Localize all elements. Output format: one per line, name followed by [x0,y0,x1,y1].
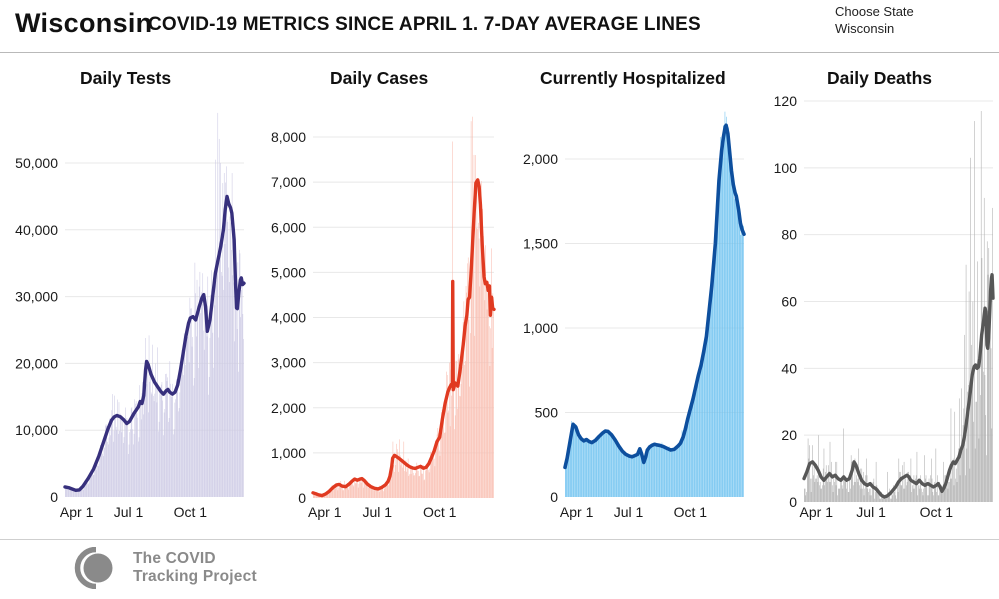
daily-tests-chart: 0 10,000 20,000 30,000 40,000 50,000 Apr 1 Jul … [15,112,246,520]
svg-text:1,000: 1,000 [271,445,306,461]
svg-text:8,000: 8,000 [271,129,306,145]
svg-text:0: 0 [50,489,58,505]
covid-tracking-logo-icon [74,547,113,589]
svg-text:80: 80 [781,227,797,243]
svg-text:1,000: 1,000 [523,320,558,336]
charts-row: Daily Tests 0 10,000 20,000 30,000 40,000 50,… [0,53,999,531]
svg-text:6,000: 6,000 [271,219,306,235]
svg-text:Jul 1: Jul 1 [114,504,144,520]
page-title-state: Wisconsin [15,8,153,38]
svg-text:Apr 1: Apr 1 [560,504,594,520]
chart-currently-hospitalized: Currently Hospitalized 0 500 1,000 1,500 2,0… [500,53,750,531]
svg-text:2,000: 2,000 [271,400,306,416]
footer-logo: The COVID Tracking Project [60,547,257,589]
svg-text:Oct 1: Oct 1 [674,504,708,520]
svg-text:2,000: 2,000 [523,151,558,167]
svg-text:5,000: 5,000 [271,264,306,280]
svg-text:Apr 1: Apr 1 [308,504,342,520]
page-subtitle: COVID-19 METRICS SINCE APRIL 1. 7-DAY AV… [148,14,701,35]
chart-title: Daily Deaths [827,68,933,88]
logo-line1: The COVID [133,550,216,568]
chart-daily-cases: Daily Cases 0 1,000 2,000 3,000 4,000 5,000 6,… [250,53,500,531]
daily-cases-chart: 0 1,000 2,000 3,000 4,000 5,000 6,000 7,000 8,00… [271,116,496,520]
chart-title: Daily Cases [330,68,429,88]
chart-title: Currently Hospitalized [540,68,726,88]
svg-text:Apr 1: Apr 1 [60,504,94,520]
svg-text:20,000: 20,000 [15,355,58,371]
svg-text:100: 100 [774,160,798,176]
svg-text:Oct 1: Oct 1 [920,504,954,520]
daily-deaths-chart: 0 20 40 60 80 100 120 Apr 1 Jul 1 Oct 1 [774,93,995,520]
svg-text:20: 20 [781,427,797,443]
svg-text:4,000: 4,000 [271,310,306,326]
svg-text:0: 0 [789,494,797,510]
svg-text:Jul 1: Jul 1 [614,504,644,520]
logo-line2: Tracking Project [133,568,257,585]
svg-text:50,000: 50,000 [15,155,58,171]
header: Wisconsin COVID-19 METRICS SINCE APRIL 1… [0,0,999,52]
svg-text:120: 120 [774,93,798,109]
footer-divider [0,539,999,540]
svg-text:500: 500 [535,405,559,421]
svg-text:10,000: 10,000 [15,422,58,438]
logo-text: The COVID Tracking Project [133,550,257,585]
header-divider [0,52,999,53]
svg-text:0: 0 [298,490,306,506]
svg-text:0: 0 [550,489,558,505]
svg-text:60: 60 [781,294,797,310]
svg-text:40,000: 40,000 [15,222,58,238]
svg-text:3,000: 3,000 [271,355,306,371]
currently-hospitalized-chart: 0 500 1,000 1,500 2,000 Apr 1 Jul 1 Oct 1 [523,111,746,520]
svg-text:7,000: 7,000 [271,174,306,190]
svg-text:40: 40 [781,360,797,376]
svg-text:Oct 1: Oct 1 [423,504,457,520]
svg-text:Jul 1: Jul 1 [856,504,886,520]
chart-daily-deaths: Daily Deaths 0 20 40 60 80 100 120 Apr 1 Jul 1 Oc… [750,53,999,531]
choose-state-control: Choose State Wisconsin [835,4,914,36]
svg-text:Oct 1: Oct 1 [174,504,208,520]
svg-text:1,500: 1,500 [523,236,558,252]
svg-text:Apr 1: Apr 1 [800,504,834,520]
svg-text:30,000: 30,000 [15,289,58,305]
chart-daily-tests: Daily Tests 0 10,000 20,000 30,000 40,000 50,… [0,53,250,531]
chart-title: Daily Tests [80,68,172,88]
choose-state-label: Choose State [835,4,914,19]
state-select[interactable]: Wisconsin [835,20,895,36]
svg-text:Jul 1: Jul 1 [362,504,392,520]
